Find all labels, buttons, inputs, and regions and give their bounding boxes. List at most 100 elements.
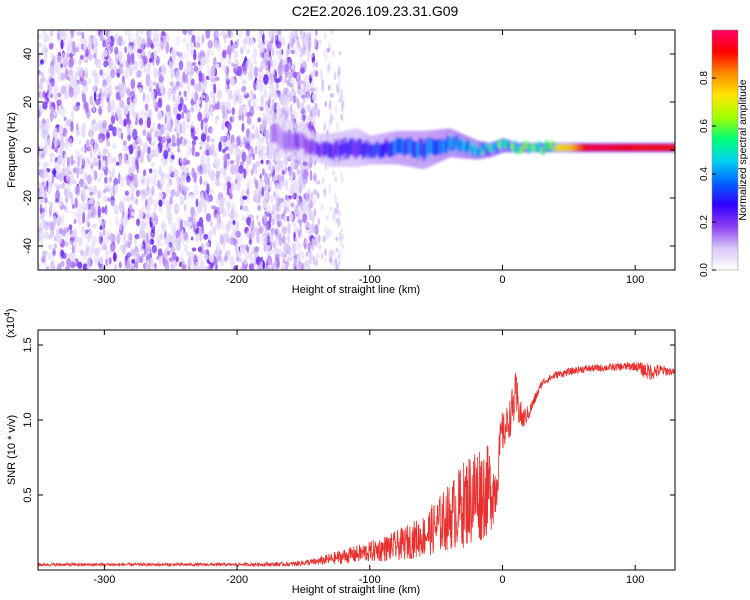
scatter-point: [245, 60, 250, 70]
scatter-point: [240, 46, 244, 55]
scatter-point: [241, 112, 244, 122]
trace-core: [332, 145, 335, 161]
scatter-point: [105, 30, 110, 36]
scatter-point: [307, 266, 311, 270]
scatter-point: [182, 157, 188, 166]
scatter-point: [118, 261, 122, 269]
scatter-point: [277, 253, 281, 259]
scatter-point: [259, 30, 264, 38]
trace-core: [323, 143, 326, 158]
scatter-point: [270, 249, 274, 254]
scatter-point: [253, 66, 259, 79]
scatter-point: [90, 133, 93, 139]
trace-core: [629, 144, 633, 152]
scatter-point: [183, 204, 187, 211]
scatter-point: [88, 54, 93, 61]
scatter-point: [169, 195, 173, 206]
scatter-point: [235, 230, 241, 238]
scatter-point: [238, 30, 243, 39]
y-scale-base: (x10: [5, 317, 17, 338]
scatter-point: [247, 71, 254, 81]
scatter-point: [123, 106, 129, 115]
scatter-point: [246, 116, 252, 125]
scatter-point: [181, 111, 185, 119]
trace-core: [478, 148, 481, 157]
scatter-point: [190, 130, 195, 139]
scatter-point: [263, 74, 269, 85]
scatter-point: [71, 232, 76, 237]
scatter-point: [175, 122, 180, 131]
scatter-point: [170, 68, 175, 78]
scatter-point: [173, 106, 178, 116]
scatter-point: [68, 86, 74, 98]
scatter-point: [39, 204, 43, 215]
trace-core: [344, 137, 347, 154]
trace-core: [582, 144, 585, 152]
scatter-point: [82, 182, 88, 187]
scatter-point: [118, 220, 122, 231]
scatter-point: [220, 135, 226, 142]
scatter-point: [129, 101, 134, 113]
scatter-point: [122, 217, 128, 226]
scatter-point: [49, 110, 54, 122]
scatter-point: [156, 91, 162, 97]
y-tick-label: -20: [22, 190, 34, 206]
trace-core: [529, 143, 532, 151]
scatter-point: [335, 247, 339, 253]
scatter-point: [321, 78, 324, 88]
scatter-point: [65, 82, 69, 91]
scatter-point: [278, 213, 282, 220]
scatter-point: [245, 111, 251, 118]
scatter-point: [146, 130, 153, 138]
scatter-point: [268, 245, 271, 250]
scatter-point: [44, 55, 47, 64]
trace-core: [663, 144, 666, 152]
scatter-point: [273, 190, 276, 199]
scatter-point: [115, 234, 121, 244]
scatter-point: [140, 178, 145, 184]
trace-core: [510, 142, 513, 150]
trace-core: [438, 139, 441, 155]
scatter-point: [197, 42, 201, 48]
scatter-point: [255, 181, 259, 189]
scatter-point: [339, 88, 343, 94]
scatter-point: [92, 85, 97, 93]
scatter-point: [98, 122, 103, 134]
scatter-point: [142, 142, 149, 154]
scatter-point: [279, 96, 282, 102]
trace-core: [548, 145, 552, 153]
scatter-point: [75, 102, 81, 107]
scatter-point: [178, 183, 185, 194]
scatter-point: [275, 93, 278, 99]
scatter-point: [332, 170, 335, 176]
scatter-point: [199, 175, 203, 185]
scatter-point: [286, 49, 290, 56]
trace-core: [513, 144, 516, 152]
scatter-point: [261, 144, 266, 151]
trace-core: [541, 147, 544, 155]
trace-core: [533, 144, 536, 152]
scatter-point: [39, 229, 43, 237]
scatter-point: [201, 224, 205, 235]
scatter-point: [93, 53, 97, 59]
signal-trace: [270, 111, 675, 170]
scatter-point: [191, 91, 196, 102]
trace-core: [284, 131, 287, 150]
scatter-point: [179, 55, 184, 61]
scatter-point: [111, 115, 116, 124]
scatter-point: [214, 39, 220, 49]
scatter-point: [182, 30, 188, 36]
colorbar-ticks: 0.00.20.40.60.8: [699, 71, 716, 277]
scatter-point: [146, 116, 151, 129]
trace-core: [417, 143, 420, 161]
scatter-point: [248, 239, 252, 245]
scatter-point: [163, 160, 168, 166]
scatter-point: [265, 258, 269, 265]
scatter-point: [97, 178, 101, 183]
scatter-point: [173, 168, 179, 179]
scatter-point: [288, 212, 294, 222]
scatter-point: [48, 180, 52, 191]
trace-core: [453, 136, 456, 150]
scatter-point: [74, 197, 78, 209]
